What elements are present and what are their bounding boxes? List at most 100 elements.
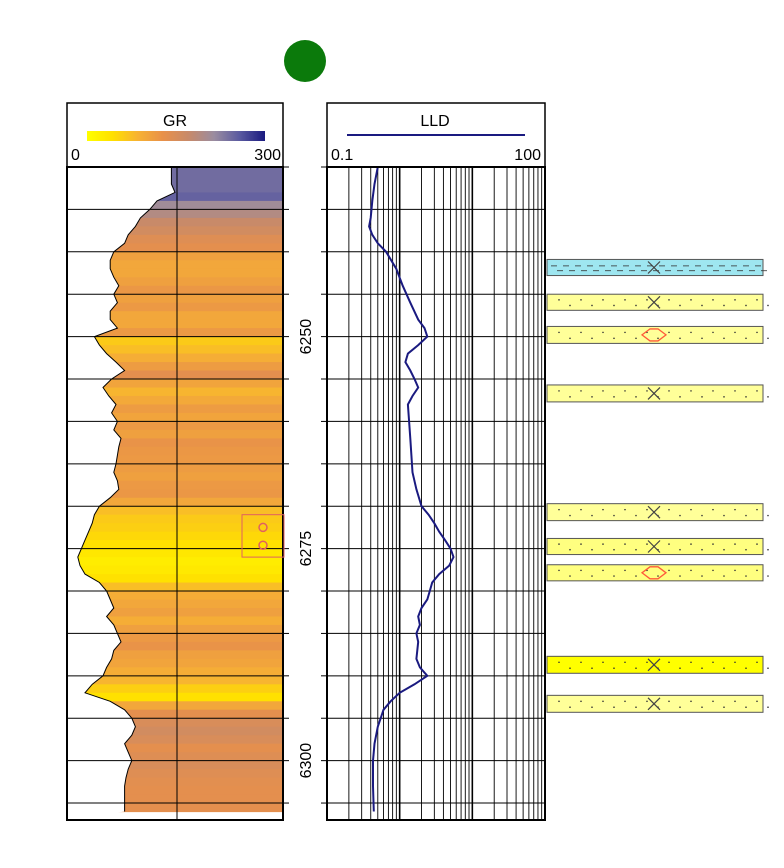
gr-color-band (67, 251, 283, 261)
gr-color-band (67, 667, 283, 677)
gr-color-band (67, 260, 283, 270)
gr-color-band (67, 786, 283, 796)
gr-color-band (67, 387, 283, 397)
lithology-interval (546, 537, 769, 556)
gr-color-band (67, 472, 283, 482)
gr-color-band (67, 616, 283, 626)
gr-color-band (67, 395, 283, 406)
gr-color-band (67, 803, 283, 813)
lithology-interval (546, 293, 769, 311)
lld-curve (368, 166, 455, 812)
gr-color-band (67, 607, 283, 618)
gr-color-band (67, 641, 283, 651)
gr-color-band (67, 311, 283, 321)
gr-color-band (67, 429, 283, 439)
gr-color-band (67, 404, 283, 414)
lld-track (326, 166, 546, 821)
lld-scale-min: 0.1 (331, 147, 353, 164)
lithology-interval (546, 503, 769, 522)
gr-color-band (67, 353, 283, 363)
gr-color-band (67, 599, 283, 609)
gr-color-band (67, 336, 283, 346)
gr-color-band (67, 285, 283, 295)
gr-color-band (67, 506, 283, 516)
gr-color-band (67, 302, 283, 312)
lithology-interval (546, 694, 769, 713)
lithology-column (546, 258, 769, 713)
gr-track (66, 166, 284, 821)
gr-color-band (67, 455, 283, 465)
gr-color-band (67, 658, 283, 668)
gr-color-band (67, 760, 283, 770)
gr-color-band (67, 438, 283, 448)
cross-symbol-icon (647, 540, 661, 553)
gr-color-band (67, 565, 283, 575)
depth-label: 6250 (298, 319, 315, 355)
lithology-interval (546, 655, 769, 674)
gr-color-band (67, 523, 283, 533)
gr-curve (77, 167, 176, 812)
gr-color-band (67, 514, 283, 524)
gr-color-band (67, 548, 283, 558)
gr-color-band (67, 446, 283, 456)
lithology-interval (546, 325, 769, 344)
gr-color-band (67, 268, 283, 278)
gr-scale-max: 300 (254, 147, 281, 164)
gr-color-band (67, 675, 283, 685)
gr-color-band (67, 582, 283, 592)
cross-symbol-icon (647, 505, 661, 519)
gr-color-band (67, 726, 283, 736)
gr-color-band (67, 769, 283, 779)
well-location-icon (284, 40, 326, 82)
lld-track-header: LLD 0.1 100 (326, 102, 546, 168)
gr-color-band (67, 319, 283, 329)
gr-color-band (67, 497, 283, 507)
lld-curve-name: LLD (420, 113, 449, 130)
depth-label: 6300 (298, 743, 315, 779)
gr-color-band (67, 701, 283, 711)
show-symbol-icon (640, 328, 668, 342)
gr-scale-min: 0 (71, 147, 80, 164)
gr-color-band (67, 489, 283, 499)
cross-symbol-icon (647, 697, 661, 711)
gr-color-band (67, 379, 283, 389)
gr-color-band (67, 328, 283, 338)
gr-color-band (67, 709, 283, 719)
gr-color-scale (87, 131, 265, 141)
gr-color-band (67, 743, 283, 753)
gr-color-band (67, 370, 283, 380)
gr-track-header: GR 0 300 (66, 102, 284, 168)
gr-color-band (67, 192, 283, 202)
lithology-interval (546, 564, 769, 582)
depth-label: 6275 (298, 531, 315, 567)
lld-scale-max: 100 (514, 147, 541, 164)
gr-color-band (67, 209, 283, 219)
gr-color-band (67, 692, 283, 702)
cross-symbol-icon (647, 658, 661, 672)
gr-color-band (67, 183, 283, 194)
gr-color-band (67, 684, 283, 694)
gr-color-band (67, 362, 283, 372)
gr-color-band (67, 243, 283, 253)
depth-track: 6250 6275 6300 (241, 166, 327, 804)
test-interval-marker (241, 514, 285, 558)
gr-color-band (67, 624, 283, 635)
gr-color-band (67, 226, 283, 236)
gr-color-band (67, 718, 283, 728)
gr-color-band (67, 574, 283, 584)
gr-color-band (67, 794, 283, 804)
gr-color-band (67, 234, 283, 244)
gr-color-band (67, 557, 283, 567)
gr-color-band (67, 200, 283, 211)
gr-color-band (67, 591, 283, 601)
gr-color-band (67, 735, 283, 745)
gr-color-band (67, 650, 283, 660)
gr-color-band (67, 277, 283, 287)
cross-symbol-icon (647, 295, 661, 309)
gr-color-band (67, 421, 283, 431)
lithology-interval (546, 258, 767, 277)
gr-color-band (67, 633, 283, 643)
gr-color-band (67, 345, 283, 355)
gr-color-band (67, 531, 283, 541)
